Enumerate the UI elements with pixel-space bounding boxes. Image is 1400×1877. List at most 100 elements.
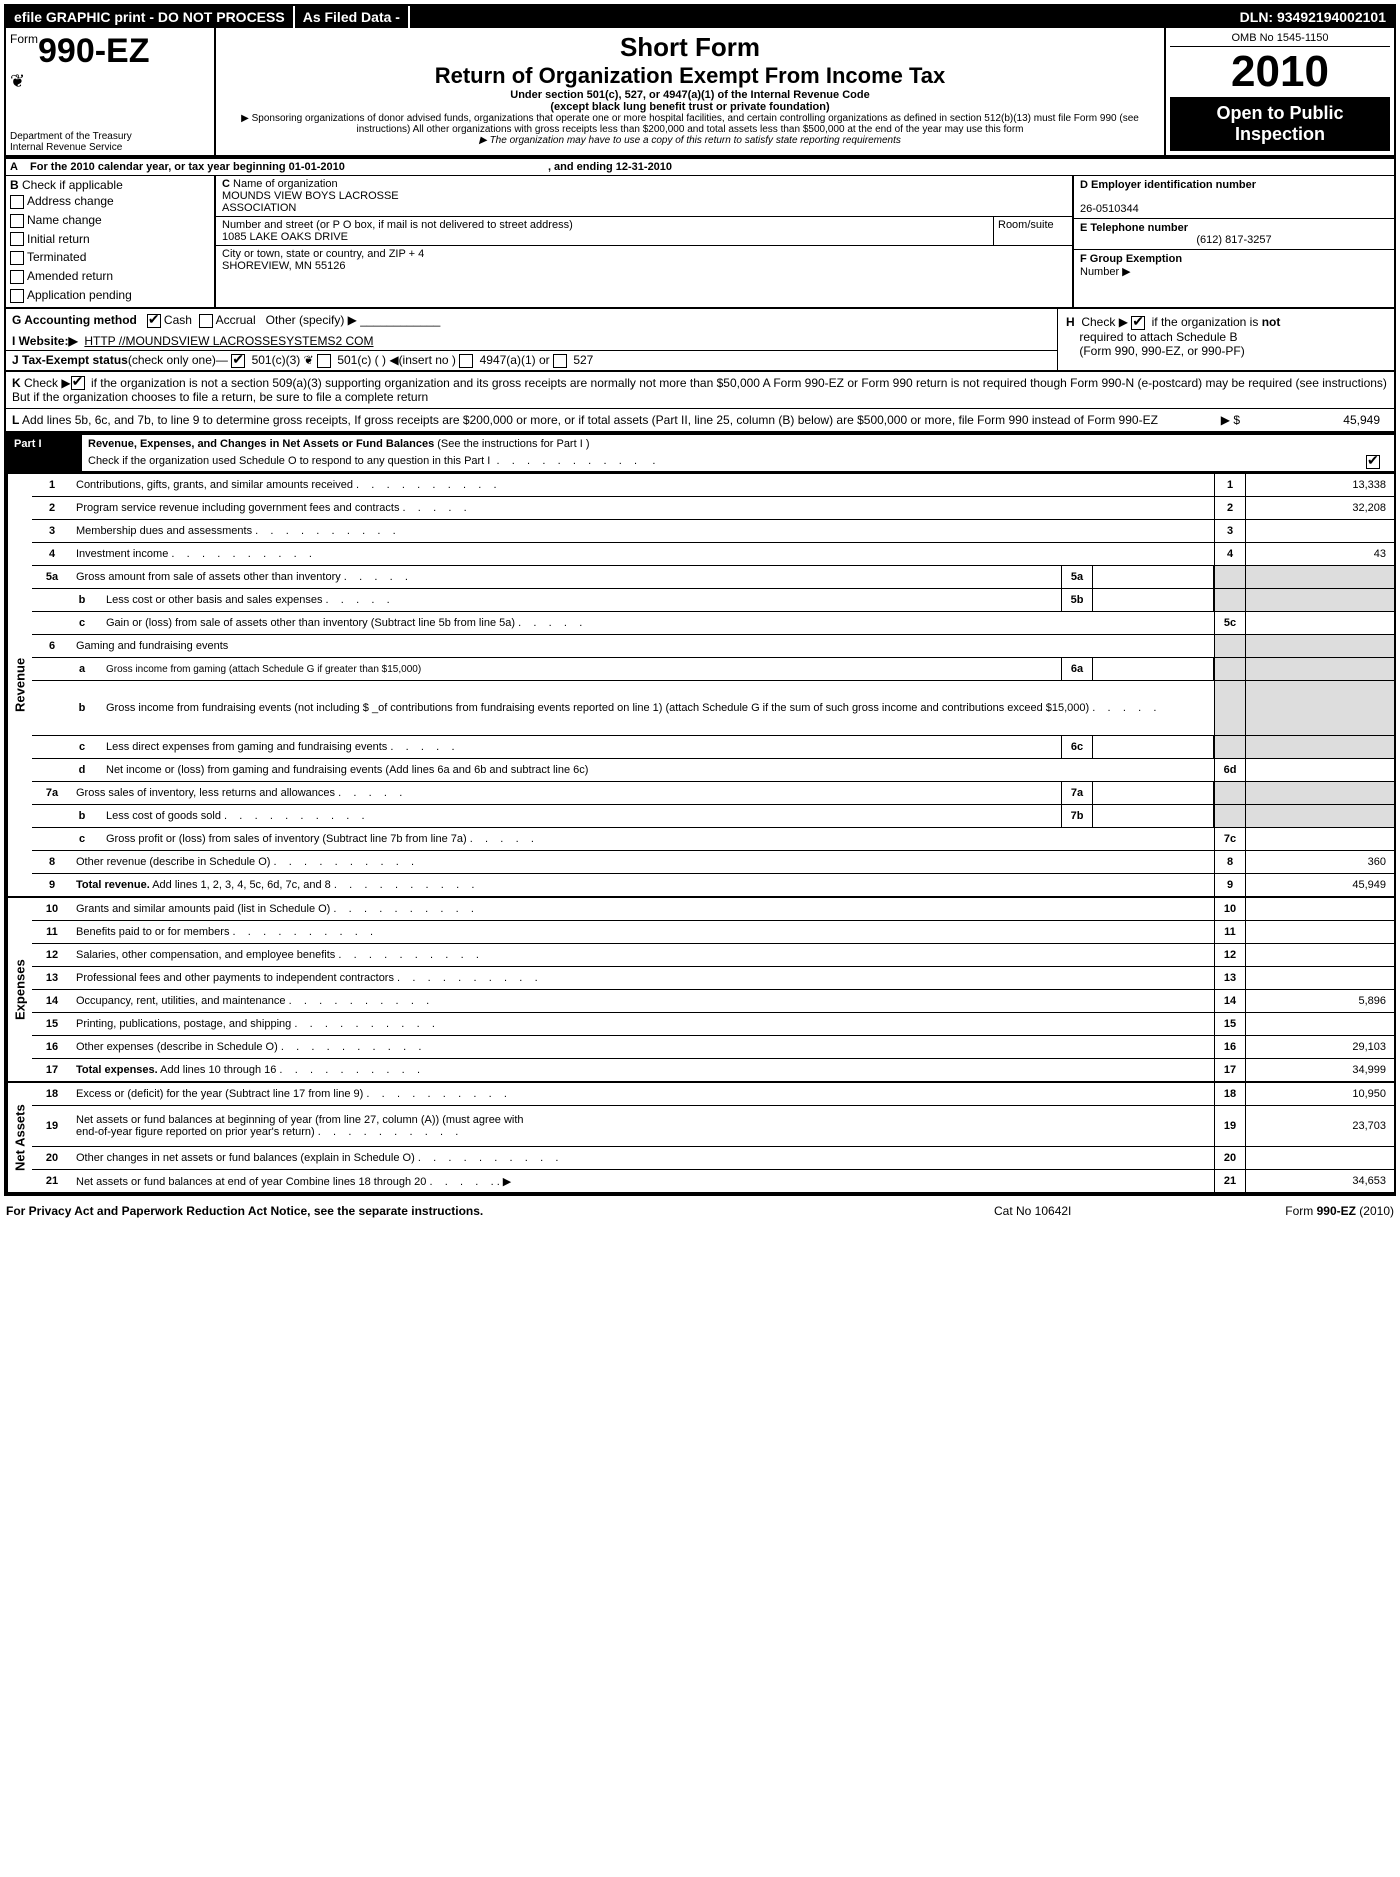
room-suite-label: Room/suite [993, 217, 1072, 245]
addr-change-checkbox[interactable] [10, 195, 24, 209]
sched-b-checkbox[interactable] [1131, 316, 1145, 330]
cash-checkbox[interactable] [147, 314, 161, 328]
line-21-amt: 34,653 [1245, 1170, 1394, 1192]
line-7a-sbox: 7a [1061, 782, 1093, 804]
line-7c-amt [1245, 828, 1394, 850]
line-12-amt [1245, 944, 1394, 966]
open-text: Open to Public [1172, 103, 1388, 124]
501c-checkbox[interactable] [317, 354, 331, 368]
section-b-heading: Check if applicable [22, 178, 123, 192]
line-17-box: 17 [1214, 1059, 1245, 1081]
line-13-num: 13 [32, 972, 72, 984]
line-14-num: 14 [32, 995, 72, 1007]
line-4-amt: 43 [1245, 543, 1394, 565]
line-16-text: Other expenses (describe in Schedule O) [76, 1041, 278, 1053]
527-checkbox[interactable] [553, 354, 567, 368]
line-11-text: Benefits paid to or for members [76, 926, 229, 938]
dept-treasury: Department of the Treasury [10, 131, 132, 142]
line-2-amt: 32,208 [1245, 497, 1394, 519]
line-7b-samt [1093, 805, 1214, 827]
netassets-section: Net Assets 18Excess or (deficit) for the… [6, 1081, 1394, 1194]
other-label: Other (specify) ▶ [266, 313, 357, 327]
section-h-label: H [1066, 315, 1075, 329]
line-6d-amt [1245, 759, 1394, 781]
line-5c-num: c [32, 617, 102, 629]
part-1-label: Part I [6, 435, 82, 471]
section-g-label: G Accounting method [12, 313, 137, 327]
initial-return-checkbox[interactable] [10, 232, 24, 246]
ein-value: 26-0510344 [1080, 203, 1139, 215]
inspection-text: Inspection [1172, 124, 1388, 145]
line-2-num: 2 [32, 502, 72, 514]
name-change-label: Name change [27, 213, 102, 227]
line-6d-num: d [32, 764, 102, 776]
line-3-box: 3 [1214, 520, 1245, 542]
form-990ez-page: efile GRAPHIC print - DO NOT PROCESS As … [4, 4, 1396, 1196]
section-k-label: K [12, 376, 21, 390]
line-6c-sbox: 6c [1061, 736, 1093, 758]
section-k-checkbox[interactable] [71, 376, 85, 390]
except-text: (except black lung benefit trust or priv… [220, 101, 1160, 113]
line-20-text: Other changes in net assets or fund bala… [76, 1152, 415, 1164]
line-6-num: 6 [32, 640, 72, 652]
section-h-check: Check ▶ [1081, 315, 1128, 329]
footer-cat: Cat No 10642I [994, 1204, 1194, 1218]
line-7a-num: 7a [32, 787, 72, 799]
line-15-num: 15 [32, 1018, 72, 1030]
city-value: SHOREVIEW, MN 55126 [222, 260, 346, 272]
line-15-amt [1245, 1013, 1394, 1035]
info-area: B Check if applicable Address change Nam… [6, 176, 1394, 309]
line-6a-samt [1093, 658, 1214, 680]
section-h-text2: if the organization is [1152, 315, 1259, 329]
line-7b-text: Less cost of goods sold [106, 810, 221, 822]
header-left: Form990-EZ ❦ Department of the Treasury … [6, 28, 216, 155]
amended-checkbox[interactable] [10, 270, 24, 284]
501c3-checkbox[interactable] [231, 354, 245, 368]
section-f-sub: Number ▶ [1080, 266, 1131, 278]
tax-year: 2010 [1170, 47, 1390, 97]
efile-notice: efile GRAPHIC print - DO NOT PROCESS [6, 6, 295, 28]
line-20-box: 20 [1214, 1147, 1245, 1169]
line-12-num: 12 [32, 949, 72, 961]
terminated-label: Terminated [27, 250, 86, 264]
accrual-checkbox[interactable] [199, 314, 213, 328]
part-1-suffix: (See the instructions for Part I ) [434, 438, 589, 450]
line-6b-numbox [1214, 681, 1245, 735]
line-15-box: 15 [1214, 1013, 1245, 1035]
line-6b-num: b [32, 702, 102, 714]
line-6-numbox [1214, 635, 1245, 657]
line-17-text: Total expenses. [76, 1064, 158, 1076]
line-7a-text: Gross sales of inventory, less returns a… [76, 787, 335, 799]
section-l-amount: 45,949 [1240, 413, 1388, 427]
app-pending-checkbox[interactable] [10, 289, 24, 303]
line-6-amt [1245, 635, 1394, 657]
terminated-checkbox[interactable] [10, 251, 24, 265]
line-1-amt: 13,338 [1245, 474, 1394, 496]
line-10-text: Grants and similar amounts paid (list in… [76, 903, 330, 915]
line-7a-amt [1245, 782, 1394, 804]
name-change-checkbox[interactable] [10, 214, 24, 228]
line-20-amt [1245, 1147, 1394, 1169]
section-c-heading: Name of organization [233, 178, 338, 190]
cash-label: Cash [164, 313, 192, 327]
header-row: Form990-EZ ❦ Department of the Treasury … [6, 28, 1394, 157]
line-7c-num: c [32, 833, 102, 845]
org-name-1: MOUNDS VIEW BOYS LACROSSE [222, 190, 399, 202]
501c-label: 501(c) ( ) ◀(insert no ) [337, 353, 456, 367]
line-7b-sbox: 7b [1061, 805, 1093, 827]
line-18-num: 18 [32, 1088, 72, 1100]
section-i-label: I Website:▶ [12, 334, 78, 348]
dln-number: DLN: 93492194002101 [1232, 6, 1394, 28]
line-5b-samt [1093, 589, 1214, 611]
line-11-amt [1245, 921, 1394, 943]
header-right: OMB No 1545-1150 2010 Open to Public Ins… [1166, 28, 1394, 155]
line-11-box: 11 [1214, 921, 1245, 943]
addr-change-label: Address change [27, 194, 114, 208]
part-1-checkbox[interactable] [1366, 455, 1380, 469]
part-1-title: Revenue, Expenses, and Changes in Net As… [88, 438, 434, 450]
4947-checkbox[interactable] [459, 354, 473, 368]
line-14-box: 14 [1214, 990, 1245, 1012]
section-k-body: if the organization is not a section 509… [12, 376, 1387, 405]
section-d-e-f: D Employer identification number 26-0510… [1072, 176, 1394, 307]
omb-number: OMB No 1545-1150 [1170, 32, 1390, 47]
